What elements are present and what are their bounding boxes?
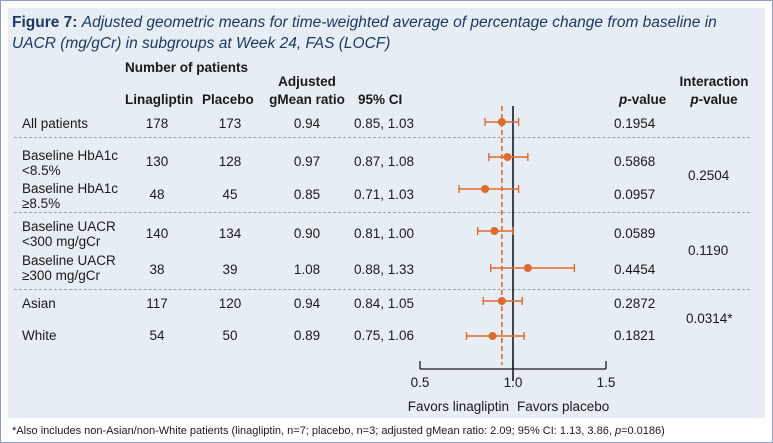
footnote-text-after: =0.0186) <box>621 425 665 437</box>
row-ratio-asian: 0.94 <box>293 296 321 311</box>
point-estimate <box>497 118 506 126</box>
row-sublabel-uacr-ge: ≥300 mg/gCr <box>22 268 100 283</box>
row-label-hba1c-ge: Baseline HbA1c <box>22 181 119 196</box>
row-ci-white: 0.75, 1.06 <box>354 328 415 343</box>
row-ci-all-patients: 0.85, 1.03 <box>354 116 415 131</box>
row-label-all-patients: All patients <box>22 116 89 131</box>
header-ci: 95% CI <box>358 92 403 107</box>
row-ci-hba1c-ge: 0.71, 1.03 <box>354 187 415 202</box>
row-p-hba1c-ge: 0.0957 <box>614 187 656 202</box>
row-lina-uacr-ge: 38 <box>149 262 165 277</box>
figure-caption: Adjusted geometric means for time-weight… <box>12 14 717 52</box>
separator-1 <box>14 137 750 138</box>
figure-title: Figure 7: Adjusted geometric means for t… <box>12 12 762 54</box>
row-p-all-patients: 0.1954 <box>614 116 656 131</box>
separator-3 <box>14 289 750 290</box>
header-pvalue: p-value <box>619 92 666 108</box>
header-ratio-line1: Adjusted <box>278 74 336 89</box>
row-ci-hba1c-lt: 0.87, 1.08 <box>354 154 415 169</box>
row-plac-all-patients: 173 <box>218 116 242 131</box>
point-estimate <box>488 332 497 340</box>
row-ratio-white: 0.89 <box>293 328 321 343</box>
point-estimate <box>481 185 490 193</box>
point-estimate <box>497 297 506 305</box>
footnote-text-before: *Also includes non-Asian/non-White patie… <box>12 425 615 437</box>
interaction-uacr: 0.1190 <box>688 243 729 258</box>
row-sublabel-hba1c-ge: ≥8.5% <box>22 196 61 211</box>
separator-2 <box>14 212 750 213</box>
row-label-uacr-ge: Baseline UACR <box>22 253 116 268</box>
row-sublabel-hba1c-lt: <8.5% <box>22 163 61 178</box>
row-lina-hba1c-lt: 130 <box>145 154 169 169</box>
row-label-hba1c-lt: Baseline HbA1c <box>22 148 119 163</box>
footnote: *Also includes non-Asian/non-White patie… <box>12 424 665 438</box>
row-ratio-all-patients: 0.94 <box>293 116 321 131</box>
row-ratio-uacr-lt: 0.90 <box>293 226 321 241</box>
row-lina-asian: 117 <box>146 296 168 311</box>
header-interaction-p: p <box>690 92 699 107</box>
row-lina-hba1c-ge: 48 <box>149 187 165 202</box>
row-lina-all-patients: 178 <box>145 116 169 131</box>
row-plac-white: 50 <box>222 328 238 343</box>
figure-panel <box>8 8 765 418</box>
row-lina-uacr-lt: 140 <box>145 226 169 241</box>
row-p-uacr-lt: 0.0589 <box>614 226 656 241</box>
row-ci-asian: 0.84, 1.05 <box>354 296 415 311</box>
header-pvalue-rest: -value <box>627 92 667 107</box>
row-label-white: White <box>22 328 57 343</box>
point-estimate <box>490 227 499 235</box>
row-ci-uacr-lt: 0.81, 1.00 <box>354 226 415 241</box>
footnote-p: p <box>614 425 622 437</box>
x-tick-label: 1.0 <box>504 375 523 390</box>
row-ratio-hba1c-ge: 0.85 <box>293 187 321 202</box>
row-p-hba1c-lt: 0.5868 <box>614 154 656 169</box>
header-number-of-patients: Number of patients <box>125 60 249 75</box>
header-interaction-rest: -value <box>698 92 738 107</box>
interaction-race: 0.0314* <box>686 311 733 326</box>
point-estimate <box>503 153 512 161</box>
row-ratio-uacr-ge: 1.08 <box>293 262 321 277</box>
interaction-hba1c: 0.2504 <box>688 168 730 183</box>
row-label-asian: Asian <box>22 296 56 311</box>
header-interaction-line1: Interaction <box>679 74 749 89</box>
header-pvalue-p: p <box>619 92 628 107</box>
header-interaction-line2: p-value <box>666 92 762 108</box>
row-p-uacr-ge: 0.4454 <box>614 262 656 277</box>
row-p-white: 0.1821 <box>614 328 656 343</box>
row-plac-hba1c-lt: 128 <box>218 154 242 169</box>
row-plac-asian: 120 <box>218 296 242 311</box>
header-linagliptin: Linagliptin <box>125 92 194 107</box>
header-ratio-line2: gMean ratio <box>269 92 345 107</box>
row-sublabel-uacr-lt: <300 mg/gCr <box>22 234 101 249</box>
row-lina-white: 54 <box>149 328 165 343</box>
favors-left-label: Favors linagliptin <box>408 399 509 414</box>
favors-right-label: Favors placebo <box>517 399 609 414</box>
row-label-uacr-lt: Baseline UACR <box>22 219 116 234</box>
row-plac-uacr-lt: 134 <box>218 226 242 241</box>
x-tick-label: 1.5 <box>597 375 616 390</box>
row-plac-uacr-ge: 39 <box>222 262 238 277</box>
point-estimate <box>523 264 532 272</box>
header-placebo: Placebo <box>202 92 254 107</box>
row-p-asian: 0.2872 <box>614 296 656 311</box>
figure-number: Figure 7: <box>12 14 78 31</box>
x-tick-label: 0.5 <box>411 375 430 390</box>
row-ratio-hba1c-lt: 0.97 <box>293 154 321 169</box>
row-plac-hba1c-ge: 45 <box>222 187 238 202</box>
row-ci-uacr-ge: 0.88, 1.33 <box>354 262 415 277</box>
